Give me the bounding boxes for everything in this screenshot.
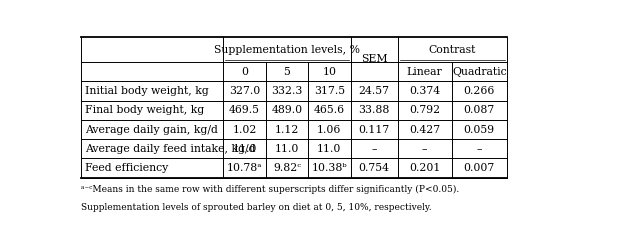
Text: 1.06: 1.06 — [317, 125, 342, 134]
Text: Contrast: Contrast — [428, 45, 476, 54]
Text: 10.38ᵇ: 10.38ᵇ — [312, 163, 347, 173]
Text: 0.374: 0.374 — [409, 86, 440, 96]
Text: 0.007: 0.007 — [464, 163, 495, 173]
Text: Supplementation levels of sprouted barley on diet at 0, 5, 10%, respectively.: Supplementation levels of sprouted barle… — [81, 203, 432, 211]
Text: 0.087: 0.087 — [464, 105, 495, 115]
Text: 0.117: 0.117 — [358, 125, 390, 134]
Text: 11.0: 11.0 — [317, 144, 342, 154]
Text: 0.266: 0.266 — [463, 86, 495, 96]
Text: 469.5: 469.5 — [229, 105, 260, 115]
Text: Initial body weight, kg: Initial body weight, kg — [85, 86, 209, 96]
Text: 317.5: 317.5 — [314, 86, 345, 96]
Text: Quadratic: Quadratic — [452, 67, 507, 77]
Text: –: – — [422, 144, 427, 154]
Text: 0.059: 0.059 — [464, 125, 495, 134]
Text: 0: 0 — [241, 67, 248, 77]
Text: 0.754: 0.754 — [358, 163, 389, 173]
Text: SEM: SEM — [361, 54, 388, 64]
Text: –: – — [476, 144, 482, 154]
Text: 0.427: 0.427 — [409, 125, 440, 134]
Text: 332.3: 332.3 — [271, 86, 302, 96]
Text: 11.0: 11.0 — [274, 144, 299, 154]
Text: Supplementation levels, %: Supplementation levels, % — [214, 45, 360, 54]
Text: 33.88: 33.88 — [358, 105, 390, 115]
Text: 327.0: 327.0 — [229, 86, 260, 96]
Text: –: – — [371, 144, 377, 154]
Text: Average daily feed intake, kg/d: Average daily feed intake, kg/d — [85, 144, 256, 154]
Text: 465.6: 465.6 — [314, 105, 345, 115]
Text: Average daily gain, kg/d: Average daily gain, kg/d — [85, 125, 218, 134]
Text: 11.0: 11.0 — [232, 144, 257, 154]
Text: 10: 10 — [322, 67, 337, 77]
Text: 24.57: 24.57 — [358, 86, 389, 96]
Text: 9.82ᶜ: 9.82ᶜ — [273, 163, 301, 173]
Text: 0.792: 0.792 — [409, 105, 440, 115]
Text: 489.0: 489.0 — [271, 105, 302, 115]
Text: ᵃ⁻ᶜMeans in the same row with different superscripts differ significantly (P<0.0: ᵃ⁻ᶜMeans in the same row with different … — [81, 185, 460, 194]
Text: 0.201: 0.201 — [409, 163, 440, 173]
Text: 1.12: 1.12 — [274, 125, 299, 134]
Text: Linear: Linear — [407, 67, 443, 77]
Text: 1.02: 1.02 — [232, 125, 257, 134]
Text: 5: 5 — [284, 67, 291, 77]
Text: Feed efficiency: Feed efficiency — [85, 163, 168, 173]
Text: 10.78ᵃ: 10.78ᵃ — [227, 163, 263, 173]
Text: Final body weight, kg: Final body weight, kg — [85, 105, 204, 115]
